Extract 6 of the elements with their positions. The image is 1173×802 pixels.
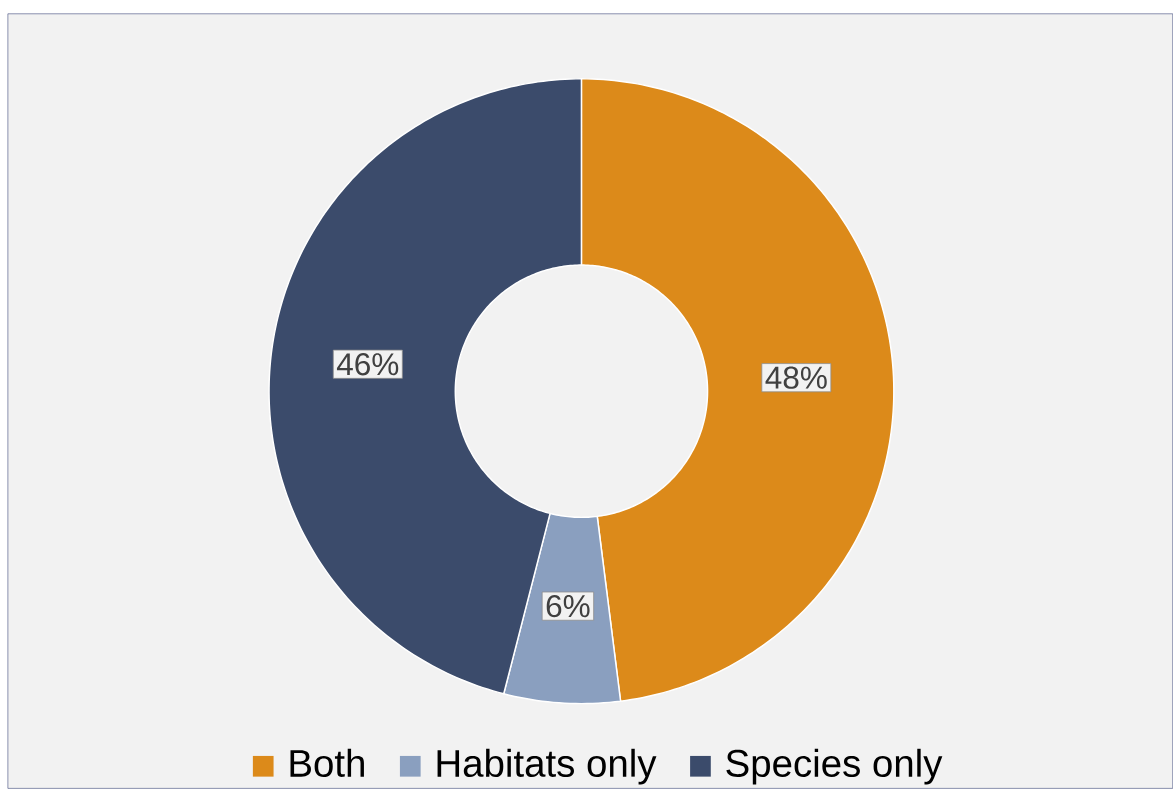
legend-label: Both — [290, 748, 364, 777]
data-label: 6% — [546, 594, 590, 618]
legend-label: Species only — [726, 748, 943, 785]
data-label: 48% — [765, 366, 827, 389]
legend-label: Habitats only — [437, 748, 657, 785]
data-label: 46% — [336, 352, 399, 376]
